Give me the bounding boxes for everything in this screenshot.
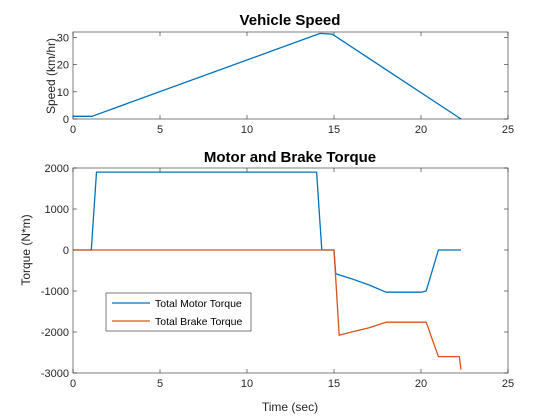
speed-series-group [73,32,462,120]
torque-x-tick-label: 15 [328,378,340,390]
speed-x-tick-label: 25 [502,124,514,136]
legend-box [105,292,252,332]
torque-y-axis-label: Torque (N*m) [19,214,33,285]
torque-x-tick-label: 20 [415,378,427,390]
torque-chart-title: Motor and Brake Torque [204,149,376,166]
speed-chart-title: Vehicle Speed [240,12,341,29]
torque-series-line-0 [73,171,461,293]
torque-series-group [73,171,462,370]
torque-legend: Total Motor Torque Total Brake Torque [105,292,252,332]
torque-y-tick-label: 0 [63,245,69,257]
torque-x-tick-label: 5 [157,378,163,390]
torque-y-tick-label: -2000 [41,327,69,339]
speed-axes-box [72,31,509,120]
torque-x-tick-label: 25 [502,378,514,390]
speed-y-tick-label: 0 [63,114,69,126]
torque-x-tick-label: 10 [241,378,253,390]
speed-chart: Vehicle Speed Speed (km/hr) 0 5 10 15 20 25 0 1… [44,12,514,136]
torque-x-tick-label: 0 [70,378,76,390]
speed-x-tick-label: 20 [415,124,427,136]
time-x-axis-label: Time (sec) [262,400,318,414]
torque-y-tick-label: -3000 [41,368,69,380]
legend-label-brake: Total Brake Torque [155,316,243,328]
torque-series-line-1 [73,249,462,370]
speed-y-tick-label: 10 [57,87,69,99]
torque-chart: Motor and Brake Torque Torque (N*m) Time… [19,149,514,414]
torque-y-tick-label: 1000 [45,204,69,216]
torque-y-tick-label: -1000 [41,286,69,298]
speed-y-tick-label: 30 [57,32,69,44]
speed-x-tick-label: 0 [70,124,76,136]
speed-y-axis-label: Speed (km/hr) [44,38,58,114]
legend-label-motor: Total Motor Torque [155,298,242,310]
torque-axes-box [72,167,509,374]
speed-x-tick-label: 10 [241,124,253,136]
speed-x-tick-label: 5 [157,124,163,136]
speed-y-tick-label: 20 [57,60,69,72]
torque-y-tick-label: 2000 [45,163,69,175]
speed-series-line-0 [73,32,462,120]
torque-tick-group: 0 5 10 15 20 25 -3000 -2000 -1000 0 1000 2000 [41,163,514,390]
speed-x-tick-label: 15 [328,124,340,136]
